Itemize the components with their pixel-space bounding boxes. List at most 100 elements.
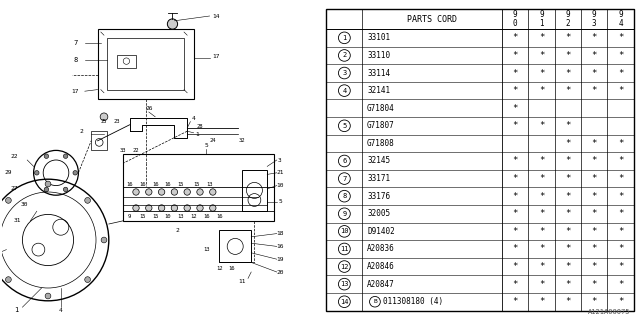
Text: *: * (565, 86, 570, 95)
Text: *: * (618, 139, 623, 148)
Text: 33110: 33110 (367, 51, 390, 60)
Text: 7: 7 (342, 176, 346, 181)
Circle shape (35, 171, 39, 175)
Text: 3: 3 (592, 19, 596, 28)
Text: 2: 2 (80, 129, 83, 134)
Circle shape (45, 181, 51, 187)
Text: G71804: G71804 (367, 104, 395, 113)
Text: 16: 16 (216, 213, 223, 219)
Circle shape (101, 237, 107, 243)
Text: 5: 5 (342, 123, 346, 129)
Text: *: * (539, 51, 544, 60)
Text: *: * (513, 68, 518, 77)
Circle shape (172, 205, 177, 211)
Text: 33: 33 (120, 148, 127, 153)
Text: 22: 22 (11, 154, 18, 159)
Text: *: * (565, 280, 570, 289)
Text: 16: 16 (203, 213, 210, 219)
Text: 17: 17 (212, 54, 220, 60)
Text: 11: 11 (340, 246, 349, 252)
Text: *: * (591, 209, 597, 218)
Text: *: * (539, 33, 544, 42)
Text: *: * (565, 244, 570, 253)
Circle shape (63, 154, 68, 158)
Circle shape (132, 189, 139, 195)
Text: 9: 9 (539, 11, 544, 20)
Text: *: * (565, 192, 570, 201)
Circle shape (6, 197, 12, 203)
Text: 9: 9 (592, 11, 596, 20)
Bar (107, 38, 184, 90)
Text: 12: 12 (190, 213, 197, 219)
Text: *: * (591, 174, 597, 183)
Text: 26: 26 (145, 106, 152, 111)
Text: PARTS CORD: PARTS CORD (407, 15, 457, 24)
Text: 17: 17 (72, 89, 79, 94)
Text: 16: 16 (276, 244, 284, 249)
Text: 0: 0 (513, 19, 517, 28)
Text: *: * (513, 297, 518, 306)
Circle shape (44, 154, 49, 158)
Circle shape (184, 189, 190, 195)
Text: *: * (591, 297, 597, 306)
Text: 16: 16 (126, 181, 133, 187)
Text: *: * (565, 68, 570, 77)
Circle shape (44, 187, 49, 192)
Text: 9: 9 (128, 213, 131, 219)
Text: 13: 13 (177, 213, 184, 219)
Text: *: * (565, 139, 570, 148)
Text: 13: 13 (203, 247, 210, 252)
Bar (91, 131, 107, 150)
Text: 30: 30 (20, 202, 28, 207)
Text: *: * (618, 156, 623, 165)
Text: 8: 8 (342, 193, 346, 199)
Text: 32145: 32145 (367, 156, 390, 165)
Text: *: * (539, 209, 544, 218)
Text: 4: 4 (618, 19, 623, 28)
Text: *: * (565, 51, 570, 60)
Text: 3: 3 (278, 157, 282, 163)
Text: 2: 2 (342, 52, 346, 59)
Text: *: * (513, 192, 518, 201)
Bar (241, 170, 267, 211)
Text: *: * (539, 297, 544, 306)
Text: *: * (513, 262, 518, 271)
Text: 16: 16 (228, 266, 236, 271)
Text: 33101: 33101 (367, 33, 390, 42)
Text: *: * (618, 33, 623, 42)
Text: 15: 15 (177, 181, 184, 187)
Text: 32005: 32005 (367, 209, 390, 218)
Text: *: * (591, 68, 597, 77)
Text: 2: 2 (176, 228, 179, 233)
Text: 14: 14 (212, 13, 220, 19)
Text: *: * (591, 51, 597, 60)
Circle shape (209, 189, 216, 195)
Text: *: * (618, 227, 623, 236)
Text: *: * (618, 280, 623, 289)
Text: *: * (565, 209, 570, 218)
Circle shape (158, 189, 164, 195)
Text: *: * (513, 227, 518, 236)
Circle shape (73, 171, 77, 175)
Text: 13: 13 (340, 281, 349, 287)
Text: *: * (539, 244, 544, 253)
Text: *: * (513, 86, 518, 95)
Text: *: * (513, 121, 518, 130)
Text: *: * (513, 156, 518, 165)
Text: *: * (591, 192, 597, 201)
Text: *: * (565, 227, 570, 236)
Circle shape (45, 293, 51, 299)
Text: 33171: 33171 (367, 174, 390, 183)
Text: *: * (513, 174, 518, 183)
Text: 9: 9 (342, 211, 346, 217)
Text: 28: 28 (196, 124, 204, 129)
Text: A121A00075: A121A00075 (588, 309, 630, 315)
Text: *: * (565, 174, 570, 183)
Text: 10: 10 (276, 183, 284, 188)
Circle shape (167, 19, 177, 29)
Text: 29: 29 (4, 170, 12, 175)
Text: 11: 11 (238, 279, 245, 284)
Text: 31: 31 (14, 218, 21, 223)
Circle shape (146, 205, 152, 211)
Text: *: * (618, 244, 623, 253)
